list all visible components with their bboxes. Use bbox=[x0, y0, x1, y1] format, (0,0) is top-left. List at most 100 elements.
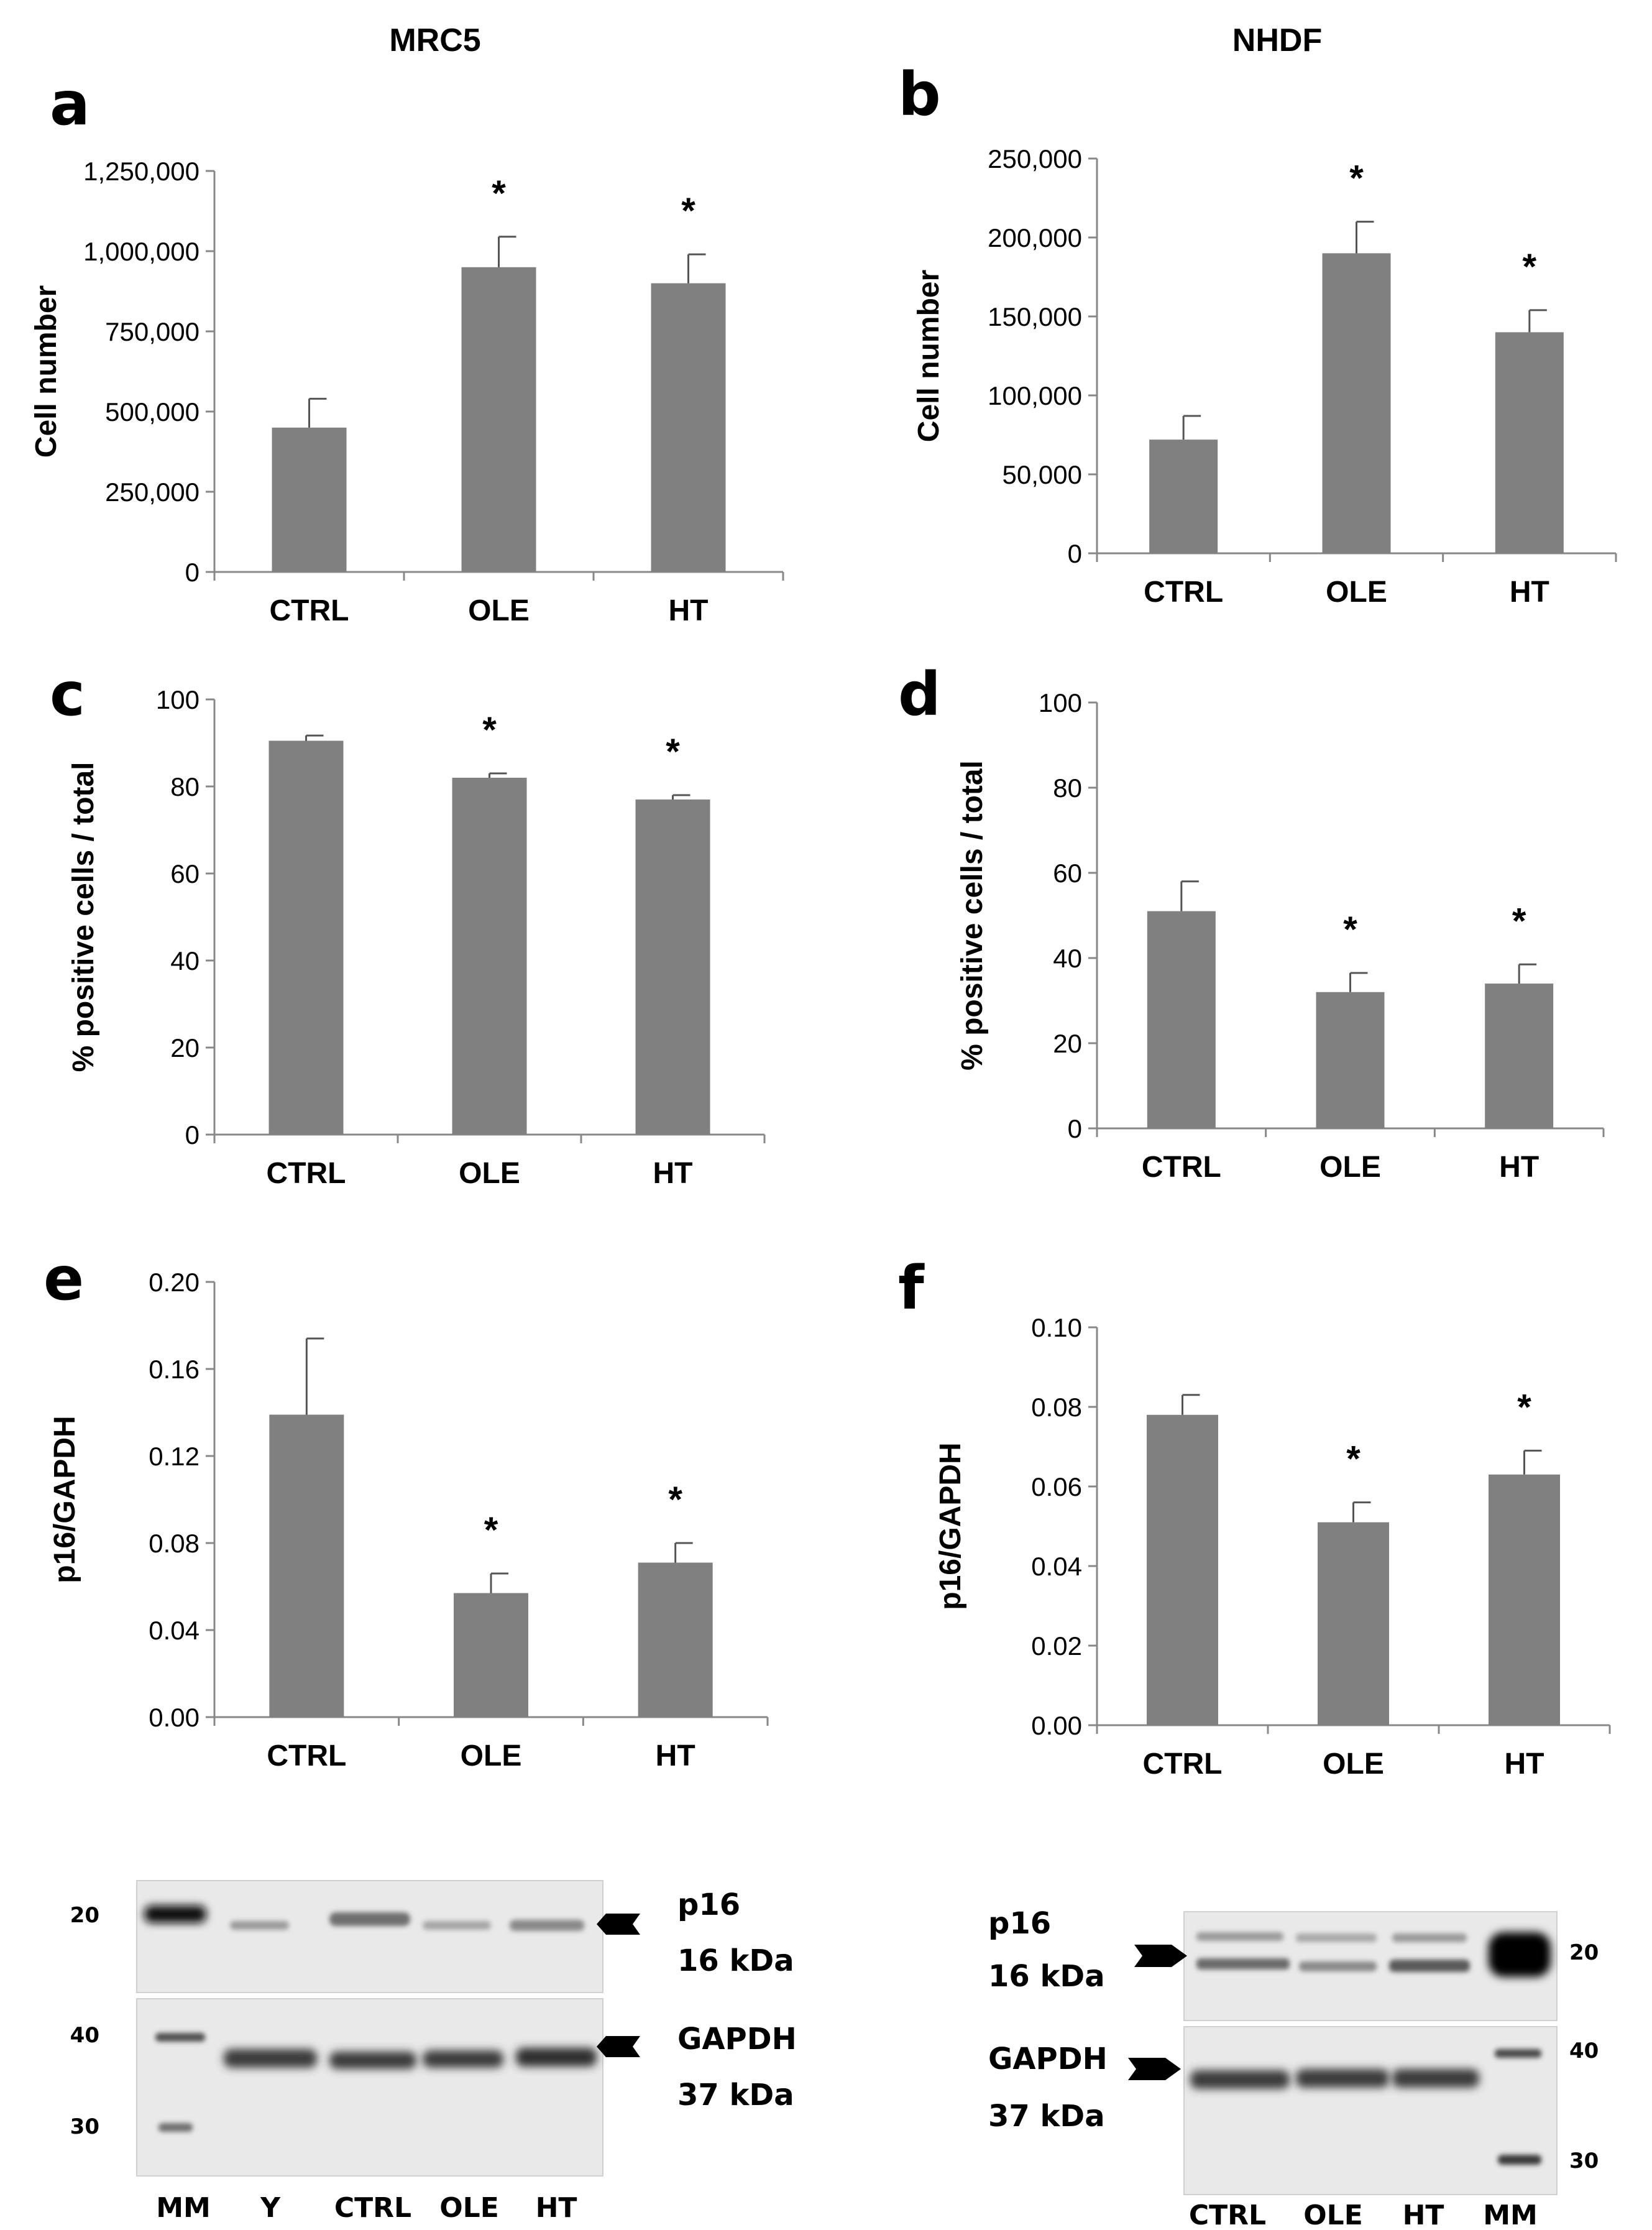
panel-letter-d: d bbox=[898, 660, 941, 729]
y-axis-label-c: % positive cells / total bbox=[67, 762, 100, 1072]
blot-right-p16-ht-band bbox=[1389, 1960, 1470, 1972]
blot-right-p16-ole-upper-band bbox=[1296, 1933, 1377, 1942]
significance-marker-c-ole: * bbox=[482, 710, 497, 750]
blot-right-lane-ctrl: CTRL bbox=[1189, 2200, 1266, 2230]
blot-right-lane-ht: HT bbox=[1403, 2200, 1444, 2230]
blot-right-p16-size: 16 kDa bbox=[988, 1959, 1105, 1994]
blot-left-mm-40: 40 bbox=[70, 2023, 99, 2048]
y-tick-label-c: 60 bbox=[170, 859, 200, 888]
x-tick-label-e-ole: OLE bbox=[461, 1739, 522, 1772]
x-tick-label-a-ctrl: CTRL bbox=[270, 594, 349, 627]
y-tick-label-d: 100 bbox=[1039, 688, 1082, 717]
blot-right-gapdh-membrane bbox=[1183, 2026, 1558, 2195]
chart-a: a Cell number 0 250,000 500,000 750,000 1,000,… bbox=[30, 69, 784, 627]
y-tick-label-e: 0.20 bbox=[149, 1268, 200, 1297]
bar-a-ctrl bbox=[272, 427, 347, 572]
blot-left-gapdh-mm-band-30 bbox=[158, 2123, 193, 2132]
blot-left-lane-ht: HT bbox=[536, 2192, 577, 2224]
y-tick-label-b: 100,000 bbox=[988, 381, 1082, 410]
bar-a-ht bbox=[651, 283, 726, 572]
blot-right-mm-40: 40 bbox=[1569, 2039, 1599, 2063]
bar-a-ole bbox=[461, 267, 536, 572]
x-tick-label-d-ole: OLE bbox=[1319, 1151, 1381, 1184]
blot-left-gapdh-membrane bbox=[136, 1998, 603, 2177]
y-tick-label-f: 0.00 bbox=[1031, 1711, 1082, 1740]
y-axis-label-e: p16/GAPDH bbox=[48, 1416, 81, 1583]
y-tick-label-b: 150,000 bbox=[988, 302, 1082, 331]
blot-left-gapdh-label: GAPDH bbox=[677, 2022, 797, 2057]
chart-b: b Cell number 0 50,000 100,000 150,000 200,000… bbox=[898, 60, 1617, 609]
panel-letter-f: f bbox=[898, 1253, 925, 1323]
y-tick-label-d: 20 bbox=[1053, 1029, 1082, 1058]
blot-left-mm-20: 20 bbox=[70, 1903, 99, 1928]
blot-left-mm-30: 30 bbox=[70, 2114, 99, 2139]
blot-right-gapdh-ole-band bbox=[1296, 2069, 1389, 2088]
chart-panels: a Cell number 0 250,000 500,000 750,000 1,000,… bbox=[30, 60, 1617, 1781]
bar-c-ht bbox=[635, 799, 710, 1135]
blot-left-gapdh-mm-band-40 bbox=[155, 2033, 205, 2042]
significance-marker-b-ht: * bbox=[1523, 247, 1537, 287]
y-tick-label-c: 80 bbox=[170, 772, 200, 801]
x-tick-label-e-ht: HT bbox=[656, 1739, 695, 1772]
significance-marker-e-ht: * bbox=[668, 1480, 682, 1520]
y-axis-label-a: Cell number bbox=[30, 285, 63, 458]
bar-b-ht bbox=[1495, 332, 1564, 553]
blot-left-p16-membrane bbox=[136, 1880, 603, 1993]
bar-e-ctrl bbox=[269, 1414, 344, 1717]
blot-right-lane-mm: MM bbox=[1483, 2200, 1538, 2230]
x-tick-label-f-ctrl: CTRL bbox=[1143, 1748, 1223, 1781]
blot-right-p16-ctrl-band bbox=[1196, 1958, 1290, 1970]
blot-right-p16-ctrl-upper-band bbox=[1196, 1932, 1283, 1941]
bar-b-ole bbox=[1322, 253, 1391, 553]
blot-right-mm-30: 30 bbox=[1569, 2149, 1599, 2173]
blot-right-gapdh-mm-band-30 bbox=[1498, 2155, 1541, 2165]
blot-right-p16-ole-band bbox=[1299, 1961, 1377, 1971]
blot-left-p16-mm-band bbox=[144, 1905, 206, 1923]
significance-marker-e-ole: * bbox=[484, 1510, 498, 1550]
blot-left-p16-arrow-icon bbox=[597, 1914, 640, 1935]
blot-left-p16-y-band bbox=[230, 1921, 289, 1930]
y-tick-label-d: 0 bbox=[1068, 1114, 1082, 1143]
blot-left-p16-ht-band bbox=[510, 1920, 584, 1931]
blot-left-gapdh-arrow-icon bbox=[597, 2036, 640, 2057]
blot-right-p16-arrow-icon bbox=[1134, 1945, 1187, 1967]
y-tick-label-f: 0.04 bbox=[1031, 1552, 1082, 1581]
y-axis-label-b: Cell number bbox=[912, 270, 945, 442]
blot-left-gapdh-ole-band bbox=[423, 2050, 503, 2068]
x-tick-label-a-ole: OLE bbox=[468, 594, 530, 627]
x-tick-label-b-ole: OLE bbox=[1326, 576, 1387, 609]
blot-right-lane-ole: OLE bbox=[1303, 2200, 1363, 2230]
blot-left-lane-ctrl: CTRL bbox=[334, 2192, 411, 2224]
y-tick-label-f: 0.06 bbox=[1031, 1472, 1082, 1501]
y-axis-label-d: % positive cells / total bbox=[956, 760, 989, 1071]
chart-f: f p16/GAPDH 0.00 0.02 0.04 0.06 0.08 0.10 CTRL OL… bbox=[898, 1253, 1611, 1781]
blot-right-p16-label: p16 bbox=[988, 1906, 1051, 1941]
significance-marker-c-ht: * bbox=[666, 732, 680, 772]
y-tick-label-e: 0.08 bbox=[149, 1529, 200, 1558]
bar-e-ole bbox=[454, 1593, 528, 1717]
chart-e: e p16/GAPDH 0.00 0.04 0.08 0.12 0.16 0.20 CTRL OL… bbox=[44, 1244, 769, 1772]
y-axis-label-f: p16/GAPDH bbox=[934, 1442, 967, 1610]
x-tick-label-f-ole: OLE bbox=[1323, 1748, 1384, 1781]
y-tick-label-d: 80 bbox=[1053, 773, 1082, 803]
y-tick-label-e: 0.04 bbox=[149, 1616, 200, 1645]
blot-right-p16-ht-upper-band bbox=[1392, 1933, 1467, 1942]
panel-letter-b: b bbox=[898, 60, 941, 129]
chart-c: c % positive cells / total 0 20 40 60 80 100 CTR… bbox=[50, 660, 766, 1190]
y-tick-label-f: 0.10 bbox=[1031, 1313, 1082, 1342]
bar-e-ht bbox=[638, 1562, 713, 1717]
y-tick-label-e: 0.16 bbox=[149, 1355, 200, 1384]
significance-marker-b-ole: * bbox=[1349, 159, 1364, 199]
significance-marker-f-ht: * bbox=[1517, 1387, 1531, 1427]
x-tick-label-b-ctrl: CTRL bbox=[1144, 576, 1223, 609]
western-blot-right: 20 40 30 p16 16 kDa GAPDH 37 kDa CTRL OL… bbox=[988, 1906, 1599, 2230]
significance-marker-d-ht: * bbox=[1512, 901, 1526, 941]
y-tick-label-b: 250,000 bbox=[988, 144, 1082, 173]
significance-marker-f-ole: * bbox=[1346, 1439, 1361, 1480]
x-tick-label-e-ctrl: CTRL bbox=[267, 1739, 346, 1772]
y-tick-label-a: 1,000,000 bbox=[83, 237, 200, 266]
y-tick-label-f: 0.08 bbox=[1031, 1393, 1082, 1422]
bar-b-ctrl bbox=[1149, 440, 1218, 553]
significance-marker-a-ole: * bbox=[492, 173, 506, 214]
